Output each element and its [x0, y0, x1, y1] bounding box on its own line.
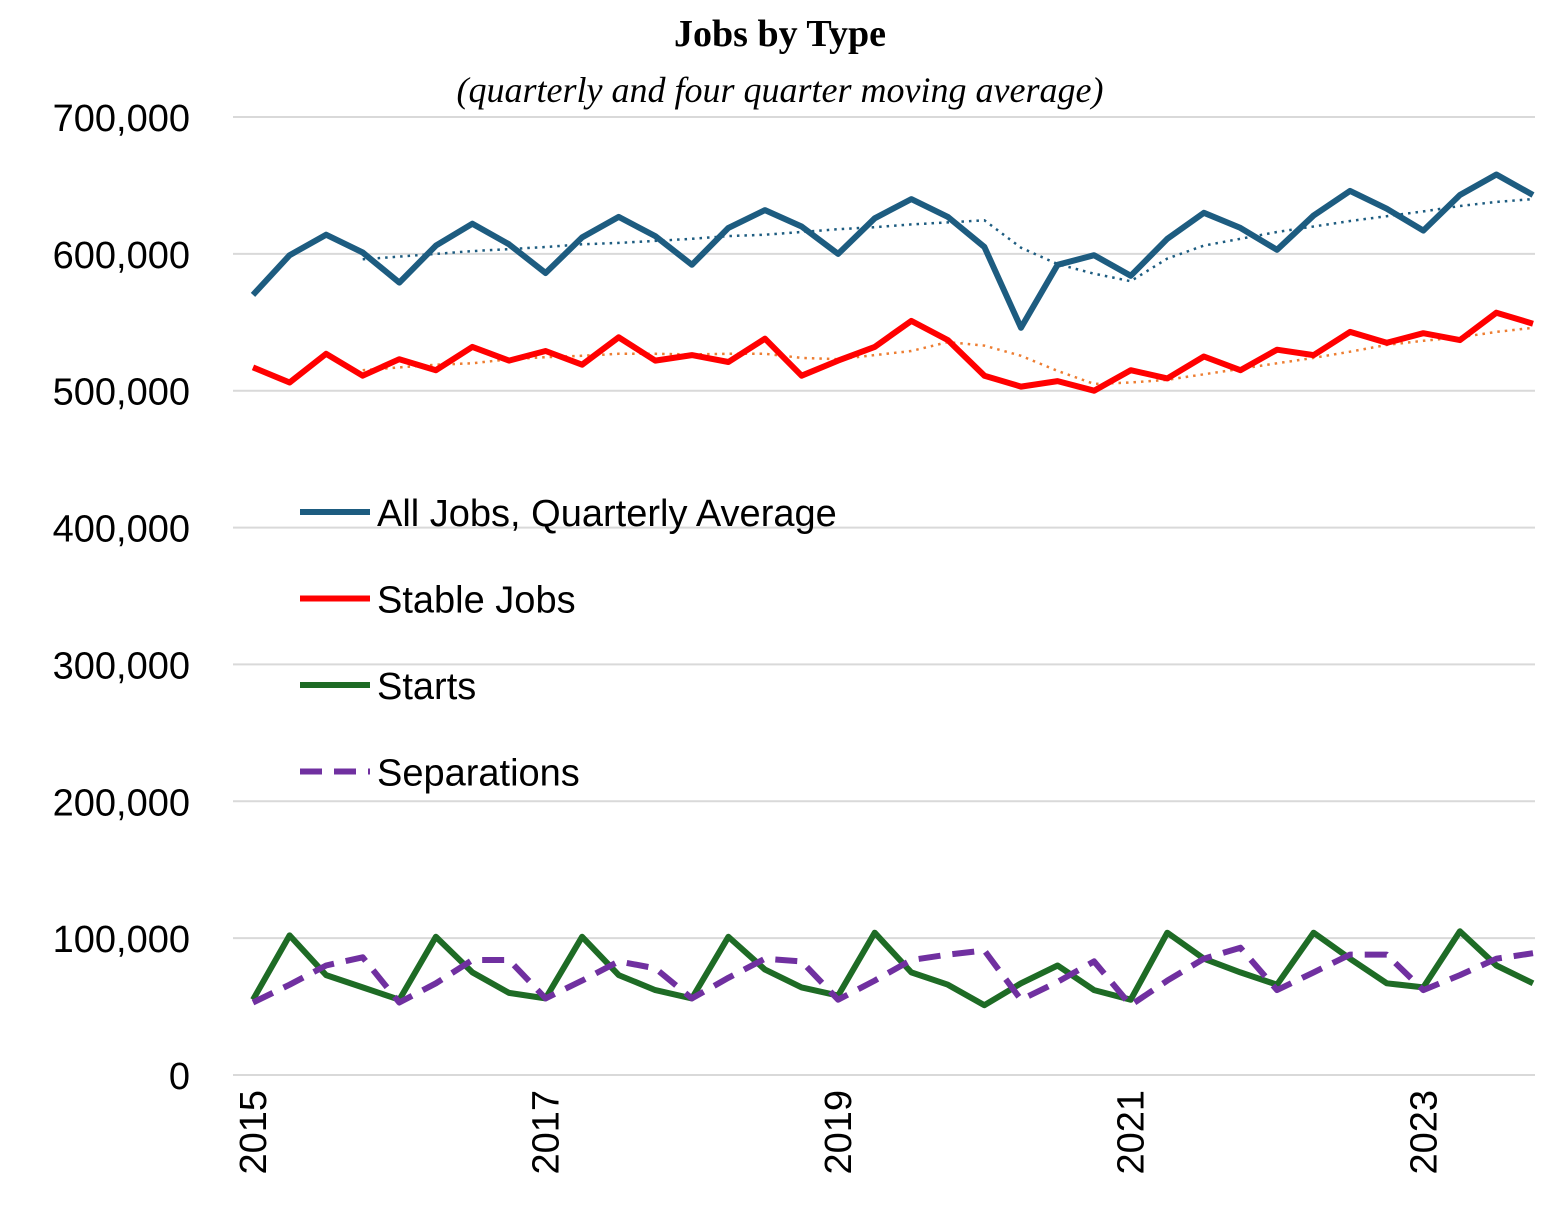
- y-tick-label: 300,000: [53, 645, 190, 687]
- y-tick-label: 400,000: [53, 509, 190, 551]
- series-line: [362, 197, 1534, 283]
- legend-label: Stable Jobs: [377, 580, 576, 622]
- x-tick-label: 2019: [818, 1090, 860, 1175]
- series-line: [251, 944, 1534, 1009]
- x-tick-label: 2015: [233, 1090, 275, 1175]
- series-line: [250, 171, 1535, 331]
- y-tick-label: 600,000: [53, 235, 190, 277]
- x-tick-label: 2023: [1403, 1090, 1445, 1175]
- chart-title: Jobs by Type: [674, 13, 886, 55]
- legend-label: All Jobs, Quarterly Average: [377, 493, 837, 535]
- chart-subtitle: (quarterly and four quarter moving avera…: [457, 70, 1104, 110]
- y-tick-label: 200,000: [53, 782, 190, 824]
- series-line: [251, 309, 1534, 394]
- y-tick-label: 0: [169, 1056, 190, 1098]
- y-tick-label: 500,000: [53, 372, 190, 414]
- x-tick-label: 2021: [1111, 1090, 1153, 1175]
- x-tick-label: 2017: [526, 1090, 568, 1175]
- legend-label: Separations: [377, 753, 580, 795]
- legend-label: Starts: [377, 666, 476, 708]
- y-tick-label: 700,000: [53, 98, 190, 140]
- y-tick-label: 100,000: [53, 919, 190, 961]
